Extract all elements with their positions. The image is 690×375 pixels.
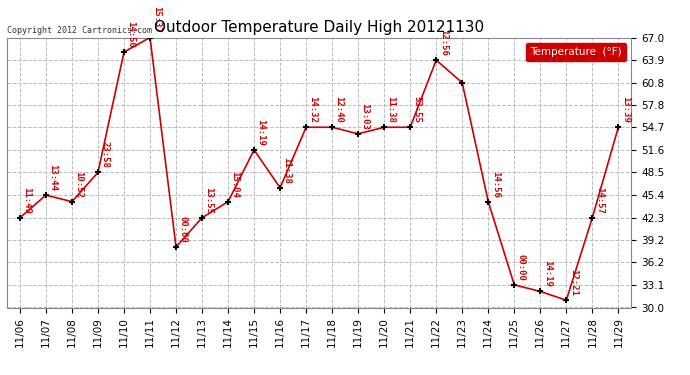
Text: 14:32: 14:32 bbox=[308, 96, 317, 123]
Text: 10:52: 10:52 bbox=[75, 171, 83, 198]
Text: 00:00: 00:00 bbox=[179, 216, 188, 243]
Text: 14:50: 14:50 bbox=[126, 21, 135, 48]
Text: 53:55: 53:55 bbox=[413, 96, 422, 123]
Text: 11:38: 11:38 bbox=[386, 96, 395, 123]
Title: Outdoor Temperature Daily High 20121130: Outdoor Temperature Daily High 20121130 bbox=[154, 20, 484, 35]
Text: 13:55: 13:55 bbox=[204, 187, 213, 214]
Text: 15:04: 15:04 bbox=[230, 171, 239, 198]
Legend: Temperature  (°F): Temperature (°F) bbox=[526, 43, 626, 61]
Text: 13:44: 13:44 bbox=[48, 164, 57, 191]
Text: Copyright 2012 Cartronics.com: Copyright 2012 Cartronics.com bbox=[7, 26, 152, 35]
Text: 00:00: 00:00 bbox=[517, 254, 526, 281]
Text: 14:19: 14:19 bbox=[257, 119, 266, 146]
Text: 23:58: 23:58 bbox=[101, 141, 110, 168]
Text: 11:38: 11:38 bbox=[282, 157, 292, 184]
Text: 12:21: 12:21 bbox=[569, 269, 578, 296]
Text: 13:03: 13:03 bbox=[361, 103, 370, 130]
Text: 13:39: 13:39 bbox=[621, 96, 630, 123]
Text: 12:56: 12:56 bbox=[439, 29, 448, 56]
Text: 11:49: 11:49 bbox=[22, 187, 31, 214]
Text: 14:56: 14:56 bbox=[491, 171, 500, 198]
Text: 14:19: 14:19 bbox=[543, 260, 552, 287]
Text: 12:40: 12:40 bbox=[335, 96, 344, 123]
Text: 15:37: 15:37 bbox=[152, 6, 161, 33]
Text: 14:57: 14:57 bbox=[595, 187, 604, 214]
